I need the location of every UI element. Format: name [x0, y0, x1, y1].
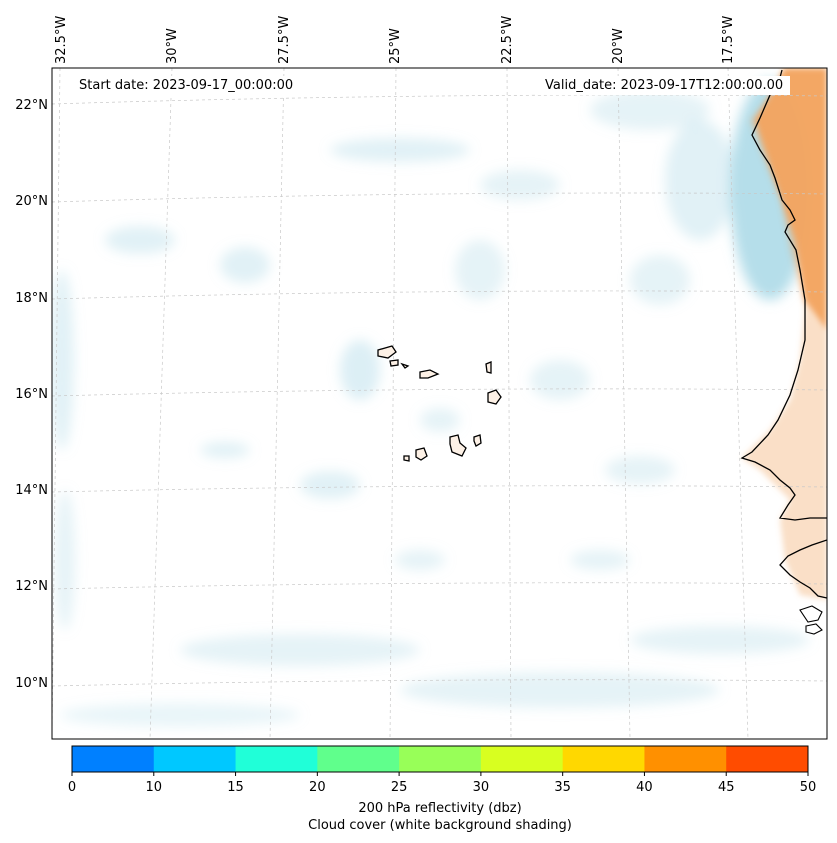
cape-verde-islands [377, 345, 502, 462]
valid-date-label: Valid_date: 2023-09-17T12:00:00.00 [538, 76, 791, 95]
colorbar-tick-label: 0 [67, 780, 77, 795]
colorbar-tick-label: 20 [309, 780, 326, 795]
lat-label-20n: 20°N [15, 194, 48, 209]
lat-label-10n: 10°N [15, 676, 48, 691]
colorbar-tick-label: 10 [145, 780, 163, 795]
colorbar-label-reflectivity: 200 hPa reflectivity (dbz) [358, 801, 522, 816]
colorbar-tick-label: 45 [717, 780, 735, 795]
colorbar-tick-label: 35 [554, 780, 571, 795]
gridlines [52, 68, 827, 739]
colorbar-tick-label: 30 [472, 780, 490, 795]
colorbar-tick-label: 50 [799, 780, 817, 795]
map-frame [51, 67, 828, 740]
lat-label-12n: 12°N [15, 579, 48, 594]
colorbar-tick-label: 25 [390, 780, 408, 795]
start-date-label: Start date: 2023-09-17_00:00:00 [72, 76, 301, 95]
lat-label-14n: 14°N [15, 483, 48, 498]
lat-label-22n: 22°N [15, 98, 48, 113]
colorbar-tick-label: 40 [636, 780, 653, 795]
bissau-islands [799, 605, 823, 635]
cloud-cover-shading [52, 80, 810, 727]
lat-label-16n: 16°N [15, 387, 48, 402]
guinea-coastline [779, 539, 827, 599]
africa-coastline [740, 69, 827, 521]
colorbar-tick-label: 15 [227, 780, 244, 795]
colorbar-label-cloud-cover: Cloud cover (white background shading) [308, 818, 572, 833]
lat-label-18n: 18°N [15, 291, 48, 306]
